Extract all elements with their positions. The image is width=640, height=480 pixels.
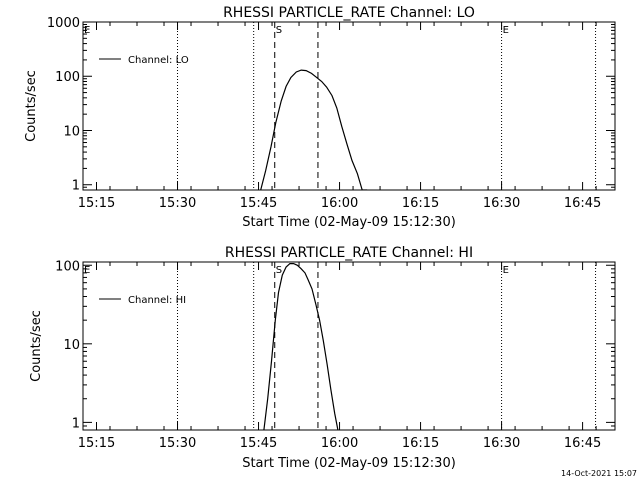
y-tick-label: 10 [63, 338, 80, 353]
x-tick-label: 15:30 [159, 196, 196, 211]
plot-frame [82, 261, 616, 431]
plot-frame [82, 21, 616, 191]
y-axis-label: Counts/sec [29, 310, 44, 382]
x-axis-label: Start Time (02-May-09 15:12:30) [242, 456, 456, 471]
marker-label: S [276, 25, 282, 36]
y-tick-label: 100 [55, 70, 80, 85]
y-axis-label: Counts/sec [24, 70, 39, 142]
x-tick-label: 16:00 [321, 436, 358, 451]
marker-label: E [503, 265, 509, 276]
marker-label: E [84, 265, 90, 276]
x-tick-label: 15:45 [240, 436, 277, 451]
panel-hi: RHESSI PARTICLE_RATE Channel: HI S E E 15:15… [29, 245, 616, 471]
series-line [260, 69, 368, 190]
series-line [263, 263, 339, 430]
chart-title: RHESSI PARTICLE_RATE Channel: HI [225, 245, 473, 261]
y-tick-label: 1000 [47, 16, 80, 31]
y-tick-label: 1 [72, 179, 80, 194]
legend-label: Channel: LO [128, 55, 189, 66]
x-tick-label: 15:15 [78, 196, 115, 211]
x-tick-label: 16:00 [321, 196, 358, 211]
y-tick-label: 10 [63, 124, 80, 139]
x-tick-label: 16:15 [402, 436, 439, 451]
marker-label: S [276, 265, 282, 276]
x-tick-label: 15:30 [159, 436, 196, 451]
x-tick-label: 15:15 [78, 436, 115, 451]
panel-lo: RHESSI PARTICLE_RATE Channel: LO S E E 15:15… [24, 5, 616, 230]
x-tick-label: 16:45 [564, 196, 601, 211]
footer-timestamp: 14-Oct-2021 15:07 [561, 469, 637, 478]
y-tick-label: 1 [72, 416, 80, 431]
x-tick-label: 16:45 [564, 436, 601, 451]
chart-title: RHESSI PARTICLE_RATE Channel: LO [223, 5, 475, 21]
x-tick-label: 16:30 [483, 436, 520, 451]
x-tick-label: 16:30 [483, 196, 520, 211]
x-axis-label: Start Time (02-May-09 15:12:30) [242, 215, 456, 230]
marker-label: E [84, 25, 90, 36]
x-tick-label: 16:15 [402, 196, 439, 211]
legend-label: Channel: HI [128, 295, 186, 306]
marker-label: E [503, 25, 509, 36]
x-tick-label: 15:45 [240, 196, 277, 211]
y-tick-label: 100 [55, 259, 80, 274]
